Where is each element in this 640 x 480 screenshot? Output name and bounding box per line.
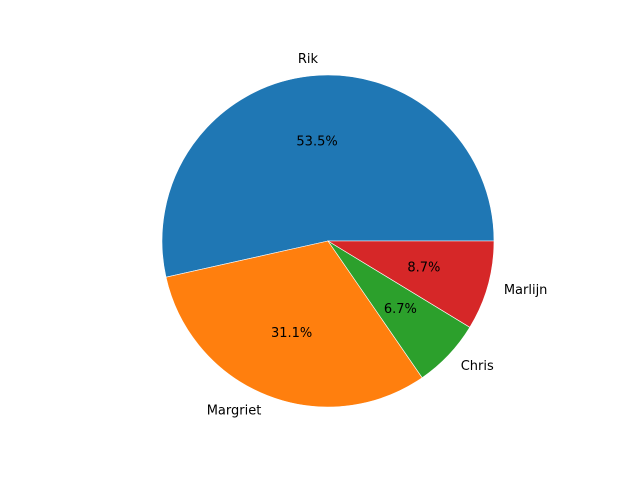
slice-label-marlijn: Marlijn bbox=[504, 283, 548, 298]
pie-slice-marlijn bbox=[326, 240, 495, 328]
slice-label-margriet: Margriet bbox=[207, 403, 262, 418]
pie-slice-margriet bbox=[165, 240, 423, 408]
slice-percent-marlijn: 8.7% bbox=[407, 260, 440, 275]
slice-percent-margriet: 31.1% bbox=[271, 326, 312, 341]
slice-label-rik: Rik bbox=[298, 52, 319, 67]
slice-label-chris: Chris bbox=[461, 359, 494, 374]
slice-percent-rik: 53.5% bbox=[296, 135, 337, 150]
slice-percent-chris: 6.7% bbox=[384, 302, 417, 317]
pie-slice-rik bbox=[161, 74, 495, 278]
